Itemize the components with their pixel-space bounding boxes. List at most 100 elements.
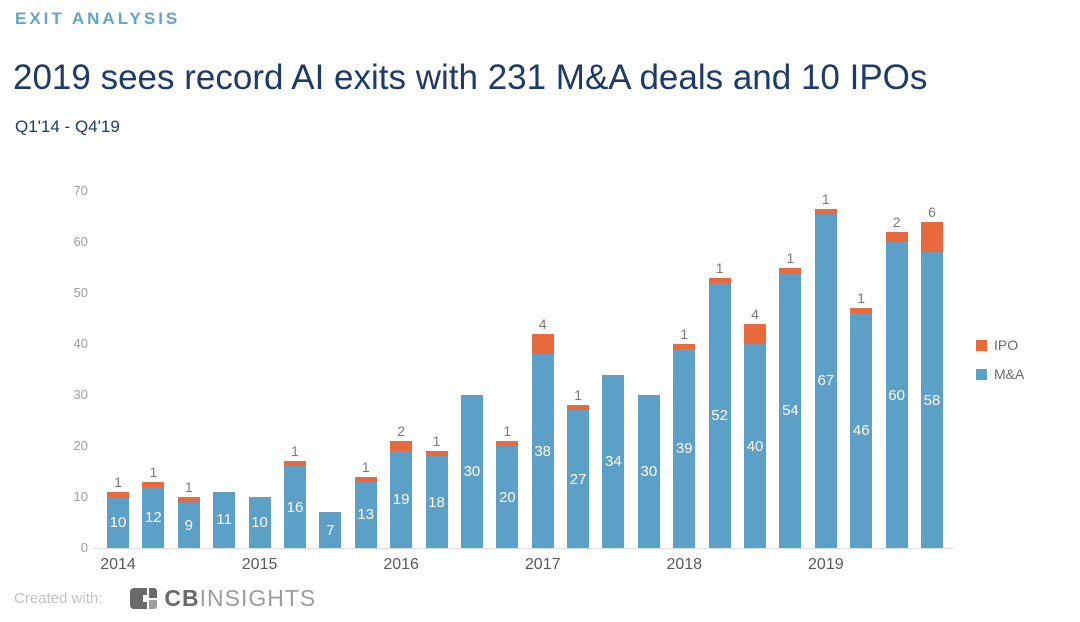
y-tick-10: 10 (73, 489, 88, 504)
ipo-segment (177, 497, 200, 503)
ma-segment: 39 (673, 349, 696, 548)
y-tick-0: 0 (80, 540, 88, 555)
ipo-count-label: 1 (715, 259, 724, 276)
ma-segment: 16 (283, 466, 306, 548)
ma-value-label: 54 (782, 401, 799, 419)
ma-segment: 7 (319, 512, 342, 548)
ipo-segment (814, 209, 837, 214)
x-year-label-2019: 2019 (808, 556, 844, 573)
bar-Q1'17: 4 38 2017 (525, 191, 561, 573)
ma-value-label: 27 (569, 470, 587, 488)
bars: 1 10 2014 1 12 1 9 11 10 2015 1 16 7 1 13 2 19 2016 1 18 30 1… (100, 191, 943, 573)
ipo-segment (496, 440, 519, 446)
ipo-segment (567, 405, 590, 411)
ipo-count-label: 2 (397, 422, 406, 439)
x-year-label-2016: 2016 (383, 556, 419, 573)
legend-item-ipo: IPO (976, 337, 1024, 353)
ma-value-label: 34 (605, 452, 622, 470)
ma-segment: 27 (567, 410, 590, 548)
bar-Q1'18: 1 39 2018 (666, 191, 702, 573)
ipo-count-label: 1 (149, 463, 158, 480)
ipo-count-label: 2 (892, 213, 901, 230)
ma-segment: 58 (920, 252, 943, 548)
ipo-segment (354, 476, 377, 482)
ipo-count-label: 1 (432, 433, 441, 450)
bar-Q2'19: 1 46 (850, 191, 873, 548)
ma-value-label: 30 (463, 463, 481, 480)
y-tick-60: 60 (73, 234, 88, 249)
ipo-segment (425, 451, 448, 457)
ma-value-label: 13 (357, 506, 375, 524)
ma-swatch-icon (976, 368, 987, 380)
ipo-segment (390, 440, 413, 452)
ma-value-label: 40 (746, 437, 764, 455)
ipo-count-label: 4 (751, 305, 759, 322)
bar-Q4'14: 11 (213, 191, 236, 548)
ma-value-label: 16 (286, 498, 304, 516)
ipo-segment (779, 267, 802, 273)
ipo-segment (850, 308, 873, 314)
legend-item-ma: M&A (976, 366, 1024, 382)
ma-segment: 13 (354, 481, 377, 548)
ipo-count-label: 1 (114, 473, 122, 490)
ipo-count-label: 1 (821, 191, 830, 207)
page-title: 2019 sees record AI exits with 231 M&A d… (13, 58, 928, 97)
ipo-count-label: 1 (503, 422, 512, 439)
x-year-label-2014: 2014 (100, 556, 136, 573)
footer: Created with: CBINSIGHTS (14, 585, 317, 611)
ma-value-label: 11 (216, 511, 232, 529)
ipo-count-label: 4 (538, 315, 547, 332)
bar-Q2'14: 1 12 (142, 191, 165, 548)
ma-segment: 18 (425, 456, 448, 548)
bar-Q2'16: 1 18 (425, 191, 448, 548)
bar-Q4'16: 1 20 (496, 191, 519, 548)
ma-value-label: 19 (392, 491, 410, 509)
ma-value-label: 7 (326, 521, 335, 539)
ma-value-label: 67 (817, 372, 835, 390)
ma-segment: 10 (107, 497, 129, 548)
y-tick-50: 50 (73, 285, 88, 300)
legend: IPO M&A (976, 337, 1024, 382)
ma-segment: 67 (814, 213, 837, 548)
ma-value-label: 12 (145, 508, 162, 526)
ipo-segment (744, 323, 767, 344)
bar-Q1'15: 10 2015 (242, 191, 277, 573)
bar-Q2'17: 1 27 (567, 191, 590, 548)
ipo-swatch-icon (976, 339, 987, 351)
ma-segment: 40 (744, 344, 767, 548)
bar-Q1'14: 1 10 2014 (100, 191, 136, 573)
ipo-segment (920, 221, 943, 253)
ma-value-label: 38 (534, 442, 552, 460)
ma-value-label: 20 (498, 488, 516, 506)
ma-value-label: 10 (109, 514, 127, 531)
ma-segment: 34 (602, 374, 625, 548)
ma-value-label: 30 (640, 463, 658, 480)
legend-label-ma: M&A (994, 366, 1025, 382)
ipo-count-label: 1 (361, 458, 370, 475)
cbinsights-logo: CBINSIGHTS (130, 585, 317, 611)
ma-segment: 12 (142, 486, 165, 548)
legend-label-ipo: IPO (994, 337, 1019, 353)
ipo-segment (107, 491, 129, 497)
ipo-count-label: 1 (184, 479, 193, 496)
ma-value-label: 9 (184, 516, 193, 534)
bar-Q1'19: 1 67 2019 (808, 191, 844, 573)
x-year-label-2018: 2018 (666, 556, 703, 573)
bar-Q1'16: 2 19 2016 (383, 191, 419, 573)
bar-Q4'18: 1 54 (779, 191, 802, 548)
bar-Q4'15: 1 13 (354, 191, 377, 548)
ipo-count-label: 6 (928, 203, 936, 220)
ipo-segment (885, 231, 908, 242)
y-tick-70: 70 (73, 183, 88, 198)
x-year-label-2015: 2015 (241, 556, 278, 573)
bar-Q3'15: 7 (319, 191, 342, 548)
ma-segment: 11 (213, 491, 236, 548)
cbinsights-logo-text: CBINSIGHTS (164, 585, 317, 611)
ma-segment: 46 (850, 313, 873, 548)
y-tick-30: 30 (73, 387, 88, 402)
ipo-count-label: 1 (574, 387, 582, 404)
bar-Q3'17: 34 (602, 191, 625, 548)
